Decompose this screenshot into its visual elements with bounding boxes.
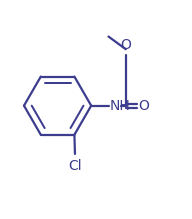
Text: O: O xyxy=(120,38,131,52)
Text: O: O xyxy=(138,99,149,113)
Text: Cl: Cl xyxy=(68,159,82,173)
Text: NH: NH xyxy=(109,99,130,113)
